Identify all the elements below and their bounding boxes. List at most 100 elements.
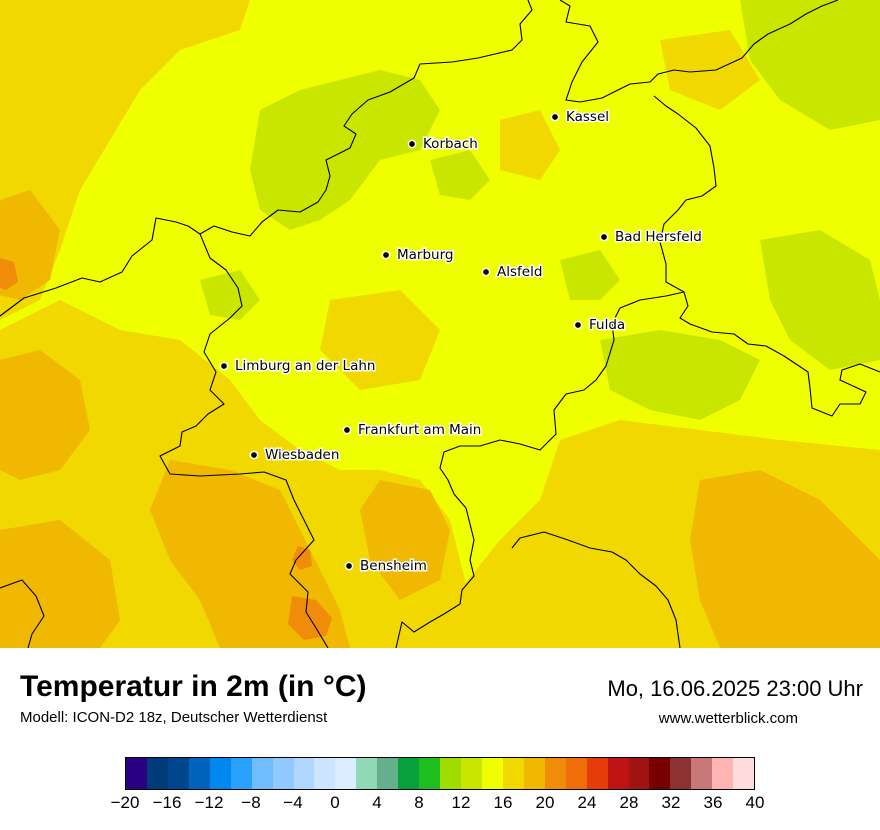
legend-swatch xyxy=(335,758,357,789)
legend-swatch xyxy=(146,758,168,789)
color-legend xyxy=(125,757,755,790)
legend-swatch xyxy=(733,758,755,789)
legend-tick-label: 0 xyxy=(330,793,340,812)
legend-swatch xyxy=(670,758,692,789)
city-dot xyxy=(599,232,609,242)
state-borders xyxy=(0,0,880,648)
temperature-zone xyxy=(690,470,880,648)
legend-swatch xyxy=(649,758,671,789)
city-label: Kassel xyxy=(566,109,609,125)
legend-tick-label: 20 xyxy=(535,793,555,812)
temperature-zone xyxy=(0,520,120,648)
border-east xyxy=(653,95,880,417)
city-kassel: Kassel xyxy=(550,108,611,127)
temperature-zone xyxy=(0,350,90,480)
city-label: Wiesbaden xyxy=(265,447,339,463)
city-dot xyxy=(381,250,391,260)
city-bensheim: Bensheim xyxy=(344,557,428,576)
legend-swatch xyxy=(377,758,399,789)
temperature-field xyxy=(0,0,880,648)
legend-swatch xyxy=(209,758,231,789)
border-southeast xyxy=(511,531,681,648)
legend-swatch xyxy=(440,758,461,789)
legend-swatch xyxy=(293,758,315,789)
legend-swatch xyxy=(461,758,482,789)
legend-swatch xyxy=(691,758,713,789)
legend-swatch xyxy=(314,758,336,789)
temperature-zone xyxy=(560,250,620,300)
city-label: Bad Hersfeld xyxy=(615,229,702,245)
city-label: Alsfeld xyxy=(497,264,542,280)
legend-tick-label: 8 xyxy=(414,793,424,812)
legend-swatch xyxy=(712,758,734,789)
city-label: Fulda xyxy=(589,317,625,333)
city-marburg: Marburg xyxy=(381,246,455,265)
legend-swatch xyxy=(251,758,273,789)
legend-swatch xyxy=(481,758,503,789)
temperature-zone xyxy=(600,330,760,420)
temperature-zone xyxy=(360,480,450,600)
map-footer: Temperatur in 2m (in °C) Modell: ICON-D2… xyxy=(0,648,880,830)
legend-tick-label: −16 xyxy=(152,793,182,812)
legend-tick-label: 28 xyxy=(619,793,639,812)
legend-tick-label: −12 xyxy=(194,793,224,812)
border-northeast xyxy=(559,0,839,103)
city-wiesbaden: Wiesbaden xyxy=(249,446,341,465)
city-dot xyxy=(481,267,491,277)
city-dot xyxy=(249,450,259,460)
legend-swatch xyxy=(586,758,608,789)
legend-swatch xyxy=(419,758,441,789)
city-dot xyxy=(219,361,229,371)
legend-swatch xyxy=(167,758,189,789)
legend-tick-label: −8 xyxy=(241,793,261,812)
temperature-zone xyxy=(200,270,260,320)
border-south xyxy=(395,291,685,648)
temperature-zone xyxy=(320,290,440,390)
website-link[interactable]: www.wetterblick.com xyxy=(658,710,798,727)
legend-swatch xyxy=(607,758,629,789)
city-dot xyxy=(344,561,354,571)
legend-swatch xyxy=(230,758,252,789)
legend-tick-label: 4 xyxy=(372,793,382,812)
legend-tick-label: 24 xyxy=(577,793,597,812)
forecast-datetime: Mo, 16.06.2025 23:00 Uhr xyxy=(607,676,863,701)
legend-tick-label: 40 xyxy=(745,793,765,812)
map-title: Temperatur in 2m (in °C) xyxy=(20,670,367,703)
legend-swatch xyxy=(544,758,566,789)
legend-ticks: −20 −16 −12 −8 −4 0 4 8 12 16 20 24 28 32 36 40 xyxy=(0,793,880,815)
city-label: Frankfurt am Main xyxy=(358,422,481,438)
legend-tick-label: −4 xyxy=(283,793,303,812)
legend-tick-label: 16 xyxy=(493,793,513,812)
city-limburg-an-der-lahn: Limburg an der Lahn xyxy=(219,357,377,376)
legend-swatch xyxy=(272,758,294,789)
city-bad-hersfeld: Bad Hersfeld xyxy=(599,228,703,247)
legend-swatch xyxy=(565,758,587,789)
temperature-zone xyxy=(430,150,490,200)
legend-swatch xyxy=(126,758,147,789)
city-label: Limburg an der Lahn xyxy=(235,358,375,374)
city-label: Bensheim xyxy=(360,558,427,574)
temperature-zone xyxy=(0,258,18,290)
model-source: Modell: ICON-D2 18z, Deutscher Wetterdie… xyxy=(20,709,328,726)
city-dot xyxy=(342,425,352,435)
legend-swatch xyxy=(398,758,420,789)
legend-swatch xyxy=(628,758,650,789)
temperature-zone xyxy=(740,0,880,130)
city-label: Marburg xyxy=(397,247,453,263)
temperature-map[interactable]: Kassel Korbach Bad Hersfeld Marburg Alsfeld F… xyxy=(0,0,880,648)
legend-swatch xyxy=(356,758,378,789)
city-label: Korbach xyxy=(423,136,478,152)
city-korbach: Korbach xyxy=(407,135,479,154)
legend-tick-label: 12 xyxy=(451,793,471,812)
legend-swatch xyxy=(502,758,524,789)
city-alsfeld: Alsfeld xyxy=(481,263,544,282)
legend-swatch xyxy=(188,758,210,789)
legend-tick-label: 32 xyxy=(661,793,681,812)
city-dot xyxy=(573,320,583,330)
temperature-zone xyxy=(292,546,312,570)
border-southwest xyxy=(0,579,45,648)
city-markers: Kassel Korbach Bad Hersfeld Marburg Alsfeld F… xyxy=(219,108,703,576)
city-dot xyxy=(407,139,417,149)
city-dot xyxy=(550,112,560,122)
temperature-zone xyxy=(760,230,880,370)
